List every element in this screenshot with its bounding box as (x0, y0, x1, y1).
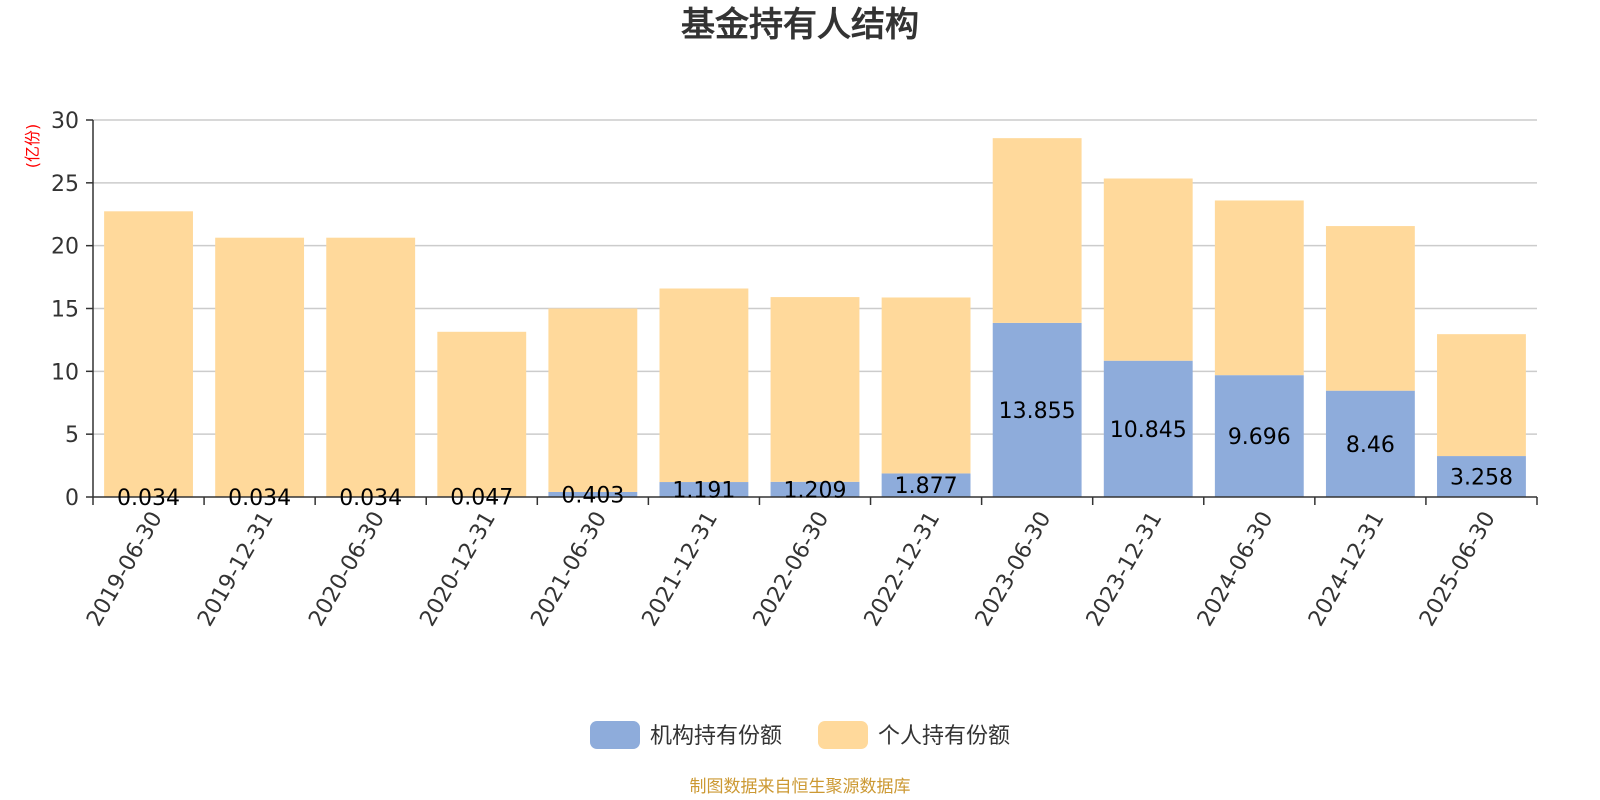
legend-label-institutional: 机构持有份额 (650, 724, 782, 749)
bar-individual-2023-06-30 (992, 138, 1082, 323)
data-label-2020-12-31: 0.047 (450, 486, 513, 511)
data-label-2022-06-30: 1.209 (784, 478, 847, 503)
y-tick-label: 0 (65, 486, 79, 511)
bar-institutional-2022-06-30 (770, 481, 860, 497)
bar-institutional-2023-06-30 (992, 322, 1082, 497)
x-tick-label-2023-12-31: 2023-12-31 (1082, 508, 1168, 631)
legend-swatch-institutional (590, 721, 640, 749)
x-tick-label-2019-12-31: 2019-12-31 (193, 508, 279, 631)
data-label-2019-06-30: 0.034 (117, 486, 180, 511)
x-tick-label-2021-12-31: 2021-12-31 (638, 508, 724, 631)
bar-individual-2021-06-30 (548, 308, 638, 492)
bar-individual-2019-06-30 (104, 211, 193, 497)
data-label-2022-12-31: 1.877 (895, 474, 958, 499)
y-tick-label: 30 (51, 109, 79, 134)
bar-individual-2024-06-30 (1214, 200, 1304, 376)
bar-individual-2019-12-31 (215, 237, 305, 497)
bar-institutional-2022-12-31 (881, 473, 971, 497)
bar-individual-2021-12-31 (659, 288, 749, 483)
bar-institutional-2025-06-30 (1437, 456, 1526, 497)
y-tick-label: 20 (51, 235, 79, 260)
x-tick-label-2025-06-30: 2025-06-30 (1415, 508, 1501, 631)
x-tick-label-2021-06-30: 2021-06-30 (526, 508, 612, 631)
chart-title: 基金持有人结构 (681, 5, 919, 45)
x-tick-label-2022-12-31: 2022-12-31 (860, 508, 946, 631)
data-labels: 0.034 0.034 0.034 0.047 0.403 1.191 1.209 1.877… (117, 399, 1513, 511)
bar-individual-2022-06-30 (770, 297, 860, 482)
legend-label-individual: 个人持有份额 (878, 724, 1010, 749)
source-note: 制图数据来自恒生聚源数据库 (690, 777, 911, 797)
y-tick-label: 15 (51, 298, 79, 323)
data-label-2025-06-30: 3.258 (1450, 466, 1513, 491)
y-tick-label: 25 (51, 172, 79, 197)
bar-institutional-2023-12-31 (1103, 360, 1193, 497)
bars (104, 138, 1526, 497)
x-tick-label-2024-06-30: 2024-06-30 (1193, 508, 1279, 631)
bar-institutional-2024-12-31 (1325, 390, 1415, 497)
bar-individual-2020-06-30 (326, 237, 416, 497)
data-label-2024-12-31: 8.46 (1346, 433, 1395, 458)
bar-institutional-2021-12-31 (659, 482, 749, 497)
bar-individual-2023-12-31 (1103, 178, 1193, 361)
x-tick-label-2019-06-30: 2019-06-30 (82, 508, 168, 631)
bar-institutional-2024-06-30 (1214, 375, 1304, 497)
legend-swatch-individual (818, 721, 868, 749)
x-tick-label-2024-12-31: 2024-12-31 (1304, 508, 1390, 631)
data-label-2021-06-30: 0.403 (561, 483, 624, 508)
data-label-2021-12-31: 1.191 (672, 479, 735, 504)
data-label-2019-12-31: 0.034 (228, 486, 291, 511)
data-label-2020-06-30: 0.034 (339, 486, 402, 511)
data-label-2023-12-31: 10.845 (1110, 418, 1187, 443)
bar-individual-2022-12-31 (881, 297, 971, 474)
legend: 机构持有份额 个人持有份额 (590, 721, 1010, 749)
x-tick-label-2023-06-30: 2023-06-30 (971, 508, 1057, 631)
data-label-2024-06-30: 9.696 (1228, 425, 1291, 450)
bar-institutional-2021-06-30 (548, 491, 638, 497)
bar-individual-2024-12-31 (1325, 226, 1415, 391)
bar-individual-2025-06-30 (1437, 334, 1526, 457)
x-tick-label-2022-06-30: 2022-06-30 (749, 508, 835, 631)
bar-individual-2020-12-31 (437, 331, 527, 497)
data-label-2023-06-30: 13.855 (999, 399, 1076, 424)
x-tick-label-2020-12-31: 2020-12-31 (415, 508, 501, 631)
x-tick-label-2020-06-30: 2020-06-30 (304, 508, 390, 631)
y-tick-label: 10 (51, 360, 79, 385)
y-tick-label: 5 (65, 423, 79, 448)
y-axis-label: (亿份) (23, 124, 42, 169)
